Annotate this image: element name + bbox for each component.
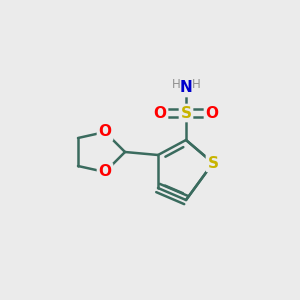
- Text: O: O: [98, 164, 112, 179]
- Text: O: O: [206, 106, 218, 121]
- Text: O: O: [98, 124, 112, 140]
- Text: O: O: [154, 106, 166, 121]
- Text: S: S: [181, 106, 191, 121]
- Text: H: H: [172, 77, 180, 91]
- Text: N: N: [180, 80, 192, 95]
- Text: S: S: [208, 155, 218, 170]
- Text: H: H: [192, 77, 200, 91]
